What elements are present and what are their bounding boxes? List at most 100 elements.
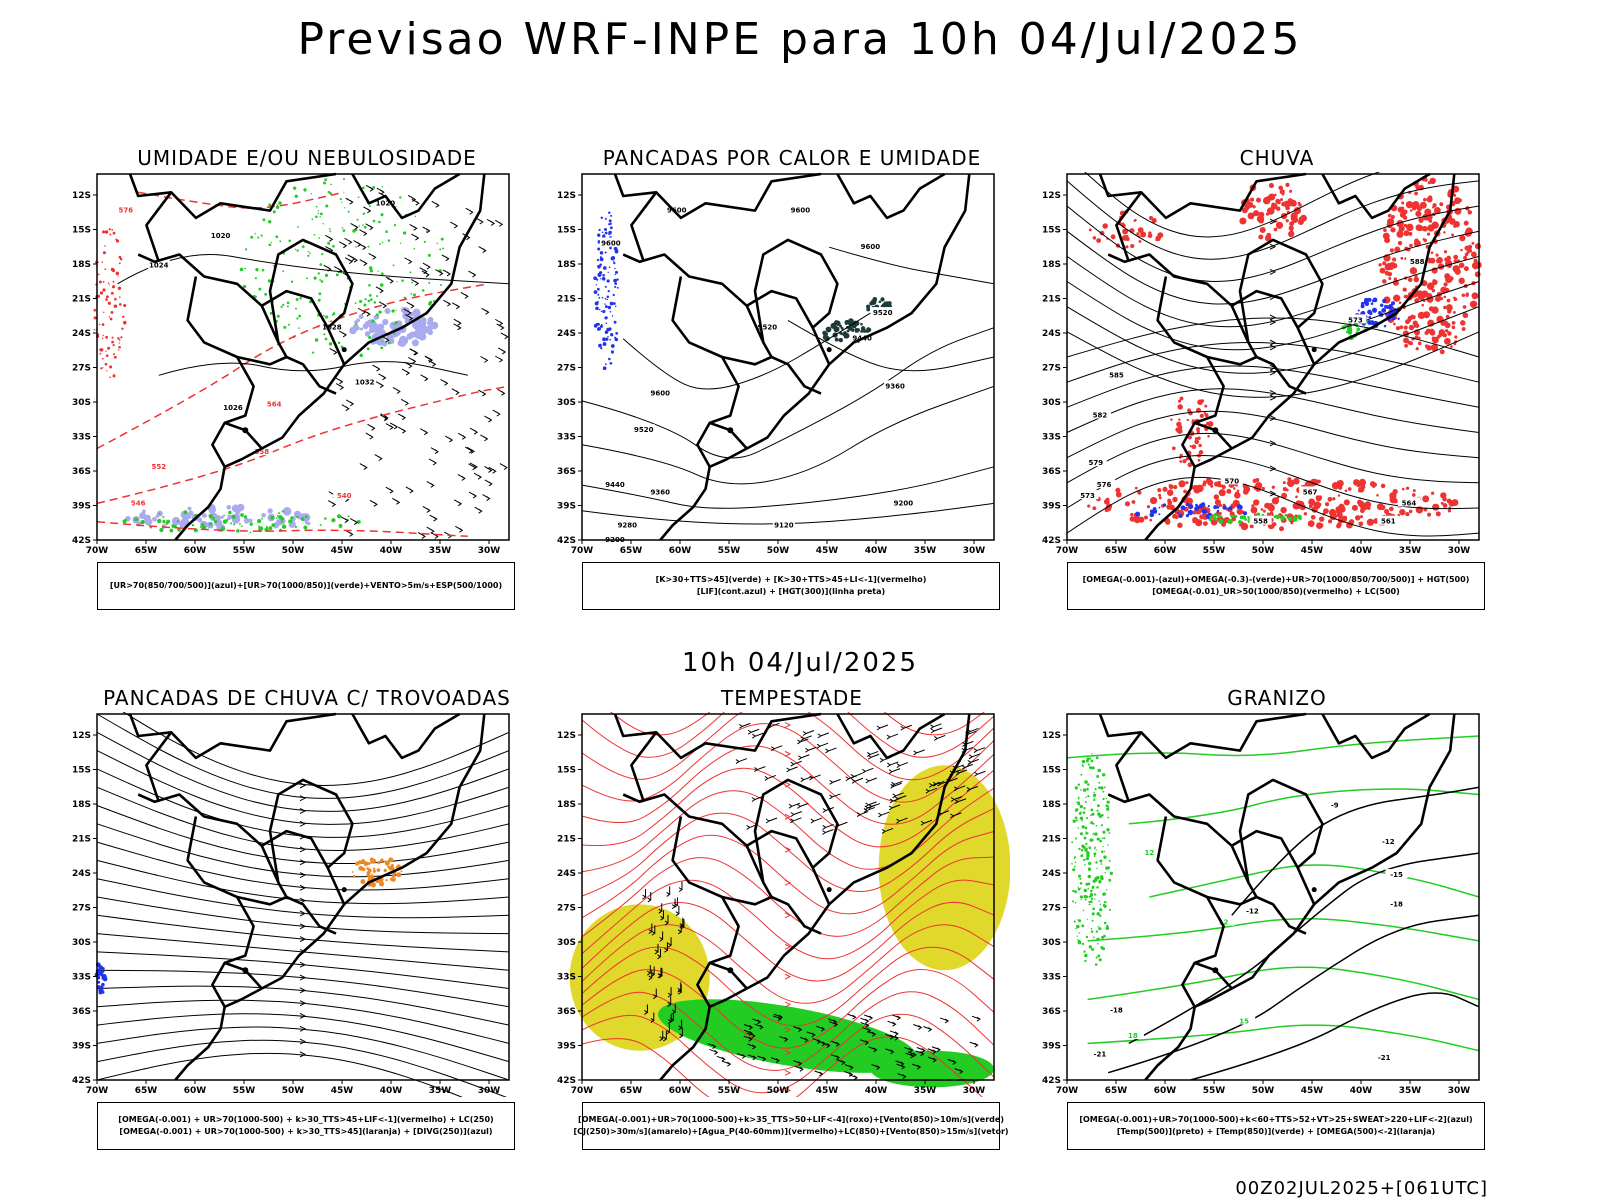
wind-vector [672, 1004, 677, 1015]
wind-vector [865, 777, 878, 784]
contour-label-bg [871, 307, 894, 317]
contour-label-bg [851, 332, 874, 342]
contour-label: 9120 [774, 521, 794, 529]
wind-vector [657, 967, 662, 979]
stream-arrow [299, 846, 307, 853]
wind-vector [644, 1004, 649, 1015]
wind-vector [642, 888, 647, 900]
lc250-streamline [96, 896, 510, 935]
contour-label-bg [1105, 369, 1128, 379]
wind-vector [966, 785, 979, 792]
lat-tick-label: 15S [72, 766, 91, 776]
contour-label-bg [1241, 905, 1264, 915]
lon-tick-label: 45W [331, 1086, 354, 1096]
wind-vector [367, 423, 376, 431]
lc850-streamline [581, 767, 995, 848]
contour-label: 1026 [223, 404, 243, 412]
country-borders [613, 712, 971, 1081]
wind-vector [961, 763, 974, 770]
wind-vector [671, 898, 676, 910]
stream-arrow [299, 1038, 307, 1045]
stream-arrow [299, 884, 307, 891]
contour-label: 564 [1402, 499, 1417, 507]
stream-arrow [784, 722, 792, 728]
lat-tick-label: 30S [1042, 398, 1061, 408]
lat-tick-label: 33S [557, 433, 576, 443]
contour-label-bg [649, 387, 672, 397]
contour-label: 1020 [376, 199, 396, 207]
lat-tick-label: 42S [557, 1076, 576, 1086]
wind-vector [466, 446, 475, 454]
lon-tick-label: 60W [184, 546, 207, 556]
wind-vector [800, 735, 812, 742]
wind-vector [376, 187, 385, 195]
wind-vector [896, 817, 908, 824]
wind-vector [707, 1043, 717, 1049]
contour-label-bg [353, 376, 376, 386]
wind-vector [822, 823, 834, 830]
lc250-streamline [96, 969, 510, 1008]
wind-vector [426, 526, 435, 534]
wind-vector [385, 423, 394, 430]
panel-title-trovoadas: PANCADAS DE CHUVA C/ TROVOADAS [103, 686, 511, 710]
wind-vector [969, 1041, 979, 1048]
lake [341, 887, 347, 893]
contour-label: -21 [1094, 1050, 1107, 1058]
wind-vector [793, 1060, 803, 1067]
stream-arrow [299, 974, 307, 981]
wind-vector [421, 270, 430, 278]
wind-vector [409, 223, 418, 231]
wind-vector [358, 243, 367, 250]
wind-vector [863, 806, 876, 813]
wind-vector [341, 404, 350, 412]
lon-tick-label: 35W [1399, 1086, 1422, 1096]
wind-vector [773, 1013, 783, 1020]
wind-vector [405, 313, 414, 321]
lon-tick-label: 60W [1154, 1086, 1177, 1096]
contour-label-bg [127, 497, 150, 507]
lon-tick-label: 40W [865, 546, 888, 556]
wind-vector [891, 780, 903, 787]
contour-label: 1028 [322, 324, 342, 332]
wind-vector [468, 491, 477, 499]
wind-vector [856, 811, 869, 817]
wind-vector [868, 1046, 878, 1053]
contour-label-bg [1084, 457, 1107, 467]
wind-vector [374, 454, 383, 462]
contour-label-bg [333, 490, 356, 500]
lon-tick-label: 50W [282, 546, 305, 556]
wind-vector [429, 514, 438, 522]
wind-vector [385, 276, 394, 284]
lon-tick-label: 60W [669, 546, 692, 556]
wind-vector [950, 812, 962, 819]
contour-label: 573 [1080, 492, 1095, 500]
lon-tick-label: 50W [282, 1086, 305, 1096]
wind-vector [747, 1043, 757, 1050]
wind-vector [660, 910, 665, 921]
wind-vector [666, 1024, 671, 1035]
humidity-green-area [122, 510, 361, 534]
lake [1212, 967, 1219, 974]
lat-tick-label: 21S [1042, 835, 1061, 845]
stream-arrow [299, 1051, 307, 1058]
wind-vector [805, 746, 817, 753]
stream-arrow [299, 808, 307, 814]
rain-red-area [1088, 209, 1164, 249]
wind-vector [335, 383, 345, 391]
wind-vector [816, 742, 829, 749]
wind-vector [887, 761, 899, 768]
lat-tick-label: 18S [1042, 260, 1061, 270]
lat-tick-label: 15S [72, 226, 91, 236]
wind-vector [829, 778, 841, 785]
lat-tick-label: 33S [557, 973, 576, 983]
wind-vector [380, 413, 389, 421]
contour-label: 546 [131, 499, 146, 507]
lc850-streamline [610, 712, 985, 736]
wind-vector [453, 318, 462, 326]
wind-vector [440, 378, 449, 386]
wind-vector [457, 473, 466, 481]
wind-vector [345, 197, 354, 205]
contour-label: 564 [267, 401, 282, 409]
lake [242, 427, 249, 434]
stream-arrow [1269, 415, 1277, 422]
